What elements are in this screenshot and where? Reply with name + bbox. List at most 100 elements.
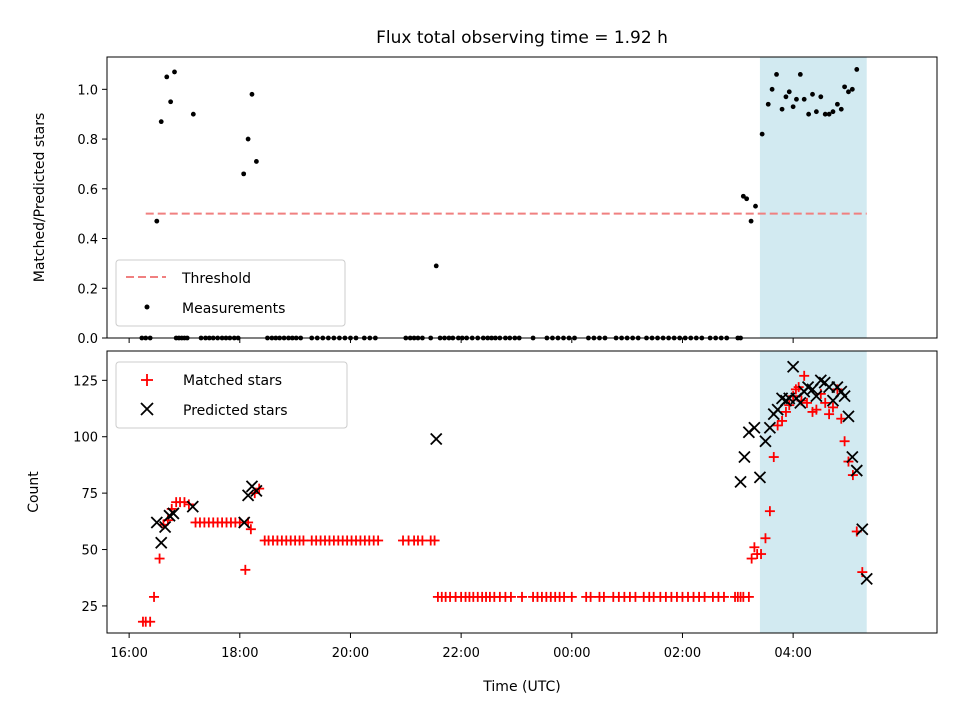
legend-predicted-swatch bbox=[140, 402, 154, 416]
measurement-point bbox=[801, 96, 807, 102]
measurement-point bbox=[753, 203, 758, 209]
ratio-panel: 0.0 0.2 0.4 0.6 0.8 1.0 Matched/Predicted sta… bbox=[32, 56, 938, 347]
matched-star-point bbox=[240, 564, 251, 575]
matched-star-point bbox=[777, 415, 788, 426]
measurement-point bbox=[783, 94, 789, 100]
x-tick-label: 00:00 bbox=[553, 646, 590, 661]
bottom-y-tick-label: 75 bbox=[81, 487, 98, 502]
predicted-star-point bbox=[430, 432, 443, 446]
predicted-stars-points bbox=[150, 360, 873, 585]
matched-star-point bbox=[824, 409, 835, 420]
bottom-y-tick-label: 100 bbox=[73, 431, 98, 446]
bottom-y-tick-label: 50 bbox=[81, 544, 98, 559]
predicted-star-point bbox=[167, 507, 180, 520]
x-tick-label: 02:00 bbox=[664, 646, 701, 661]
measurement-point bbox=[806, 111, 812, 117]
matched-star-point bbox=[811, 404, 822, 415]
predicted-star-point bbox=[158, 520, 172, 534]
top-y-axis-label: Matched/Predicted stars bbox=[32, 113, 48, 283]
matched-star-point bbox=[780, 406, 791, 417]
matched-star-point bbox=[768, 452, 779, 463]
measurement-point bbox=[835, 101, 840, 107]
measurement-point bbox=[854, 67, 860, 72]
measurement-point bbox=[740, 193, 746, 199]
top-y-tick-label: 0.4 bbox=[77, 233, 98, 248]
bottom-legend-box bbox=[115, 361, 348, 429]
matched-star-point bbox=[145, 616, 156, 627]
predicted-star-point bbox=[856, 523, 869, 536]
matched-star-point bbox=[566, 591, 577, 602]
matched-star-point bbox=[154, 553, 165, 564]
predicted-star-point bbox=[155, 536, 168, 549]
bottom-y-axis-label: Count bbox=[26, 471, 42, 513]
matched-star-point bbox=[718, 591, 729, 602]
measurement-point bbox=[769, 86, 775, 92]
predicted-star-point bbox=[738, 450, 751, 464]
predicted-star-point bbox=[810, 389, 823, 403]
matched-star-point bbox=[839, 436, 850, 447]
measurement-point bbox=[830, 109, 836, 115]
predicted-star-point bbox=[794, 396, 807, 410]
legend-measurements-label: Measurements bbox=[182, 301, 285, 317]
bottom-legend: Matched stars Predicted stars bbox=[115, 361, 348, 429]
predicted-star-point bbox=[734, 475, 747, 488]
measurement-point bbox=[249, 91, 255, 97]
measurement-point bbox=[846, 89, 851, 95]
predicted-star-point bbox=[241, 489, 255, 502]
matched-star-point bbox=[429, 535, 440, 546]
top-axes-frame bbox=[106, 56, 938, 339]
predicted-star-point bbox=[238, 516, 251, 529]
bottom-y-tick-label: 25 bbox=[81, 600, 98, 615]
predicted-star-point bbox=[846, 450, 859, 464]
measurement-point bbox=[759, 131, 765, 137]
bottom-y-ticks: 25 50 75 100 125 bbox=[73, 374, 107, 615]
matched-star-point bbox=[756, 549, 767, 560]
top-y-tick-label: 0.2 bbox=[77, 282, 98, 297]
predicted-star-point bbox=[759, 435, 772, 448]
measurement-point bbox=[786, 89, 792, 95]
count-panel: 25 50 75 100 125 16:00 18:00 20:00 22:00 00:00 02… bbox=[26, 350, 938, 695]
measurement-point bbox=[433, 263, 439, 269]
top-y-tick-label: 0.0 bbox=[77, 332, 98, 347]
measurement-point bbox=[748, 218, 754, 224]
predicted-star-point bbox=[753, 471, 767, 484]
measurement-points bbox=[154, 67, 860, 269]
matched-star-point bbox=[598, 591, 609, 602]
predicted-star-point bbox=[842, 410, 855, 423]
measurement-point bbox=[813, 109, 819, 115]
matched-star-point bbox=[505, 591, 516, 602]
measurement-point bbox=[245, 136, 251, 142]
legend-threshold-label: Threshold bbox=[181, 271, 251, 287]
measurement-point bbox=[822, 111, 828, 117]
matched-star-point bbox=[149, 591, 160, 602]
measurement-point bbox=[826, 111, 832, 117]
measurement-point bbox=[849, 86, 855, 92]
measurement-point bbox=[168, 99, 174, 105]
bottom-x-ticks: 16:00 18:00 20:00 22:00 00:00 02:00 04:00 bbox=[110, 633, 812, 661]
measurement-point bbox=[797, 72, 803, 77]
measurement-point bbox=[241, 171, 247, 177]
matched-star-point bbox=[820, 397, 831, 408]
matched-star-point bbox=[764, 506, 775, 517]
bottom-y-tick-label: 125 bbox=[73, 374, 98, 389]
predicted-star-point bbox=[150, 516, 163, 529]
top-legend-box bbox=[115, 259, 346, 327]
matched-star-point bbox=[183, 499, 194, 510]
x-tick-label: 04:00 bbox=[774, 646, 811, 661]
matched-star-point bbox=[373, 535, 384, 546]
predicted-star-point bbox=[850, 464, 863, 477]
predicted-star-point bbox=[748, 421, 761, 434]
top-legend: Threshold Measurements bbox=[115, 259, 346, 327]
measurement-point bbox=[790, 104, 796, 110]
matched-star-point bbox=[760, 533, 771, 544]
measurement-point bbox=[172, 69, 177, 75]
matched-star-point bbox=[801, 397, 812, 408]
matched-star-point bbox=[836, 413, 847, 424]
predicted-star-point bbox=[786, 360, 800, 373]
measurement-point bbox=[842, 84, 847, 90]
x-tick-label: 16:00 bbox=[110, 646, 147, 661]
matched-star-point bbox=[743, 591, 754, 602]
legend-measurements-swatch bbox=[144, 304, 150, 310]
x-tick-label: 20:00 bbox=[332, 646, 369, 661]
